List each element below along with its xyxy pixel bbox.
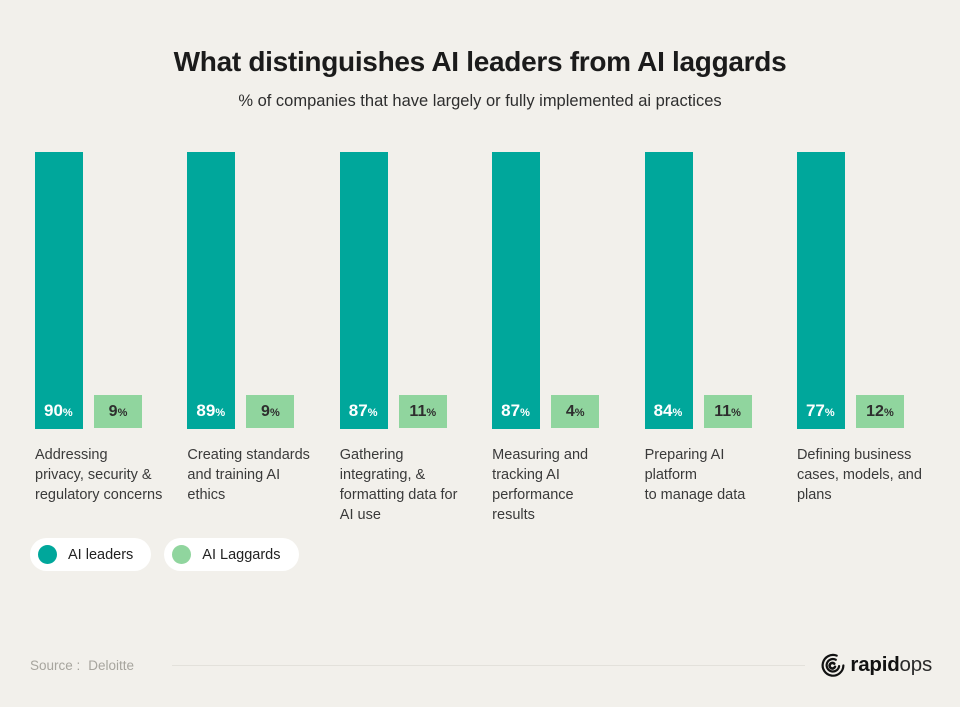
leader-dot-icon bbox=[38, 545, 57, 564]
category-label: Measuring and tracking AI performance re… bbox=[492, 447, 589, 523]
rapidops-logo: rapidops bbox=[819, 651, 932, 679]
laggard-dot-icon bbox=[172, 545, 192, 564]
chart-column-1: 90% 9% Addressing privacy, security & re… bbox=[35, 152, 187, 538]
percent-sign: % bbox=[672, 407, 683, 419]
category-label: Addressing privacy, security & regulator… bbox=[35, 447, 163, 503]
value-number: 90 bbox=[44, 401, 63, 420]
source-label: Source : bbox=[30, 657, 81, 673]
category-label: Gathering integrating, & formatting data… bbox=[339, 447, 458, 523]
brand-light: ops bbox=[899, 653, 933, 676]
brand-wordmark: rapidops bbox=[850, 653, 932, 677]
percent-sign: % bbox=[574, 406, 585, 419]
chart-column-5: 84% 11% Preparing AI platform to manage … bbox=[644, 152, 797, 538]
source-credit: Source : Deloitte bbox=[30, 658, 134, 673]
leader-bar: 89% bbox=[187, 152, 236, 429]
value-number: 84 bbox=[653, 401, 673, 420]
leader-bar: 84% bbox=[644, 152, 693, 429]
category-label: Preparing AI platform to manage data bbox=[644, 447, 746, 503]
laggard-value: 9% bbox=[109, 403, 128, 421]
laggard-value: 9% bbox=[261, 403, 280, 421]
leader-bar: 77% bbox=[796, 152, 845, 429]
laggard-bar: 4% bbox=[551, 395, 600, 428]
percent-sign: % bbox=[117, 406, 128, 419]
leader-value: 90% bbox=[44, 401, 73, 421]
bar-pair: 77% 12% bbox=[796, 152, 949, 429]
bar-pair: 84% 11% bbox=[644, 152, 797, 429]
percent-sign: % bbox=[883, 406, 894, 419]
page-subtitle: % of companies that have largely or full… bbox=[238, 92, 722, 110]
value-number: 4 bbox=[565, 402, 575, 420]
percent-sign: % bbox=[520, 407, 530, 419]
laggard-bar: 9% bbox=[94, 395, 142, 428]
category-label: Creating standards and training AI ethic… bbox=[187, 447, 310, 503]
percent-sign: % bbox=[426, 406, 437, 419]
source-value: Deloitte bbox=[88, 657, 135, 673]
percent-sign: % bbox=[215, 407, 226, 419]
laggard-bar: 9% bbox=[246, 395, 295, 428]
laggard-bar: 12% bbox=[855, 395, 904, 428]
laggard-value: 11% bbox=[714, 403, 741, 421]
footer: Source : Deloitte rapidops bbox=[0, 651, 960, 679]
bar-pair: 87% 4% bbox=[492, 152, 644, 429]
infographic-canvas: What distinguishes AI leaders from AI la… bbox=[0, 46, 960, 707]
laggard-value: 11% bbox=[409, 403, 436, 421]
chart-column-2: 89% 9% Creating standards and training A… bbox=[187, 152, 339, 538]
percent-sign: % bbox=[367, 407, 378, 419]
brand-bold: rapid bbox=[850, 653, 900, 676]
value-number: 77 bbox=[805, 401, 825, 420]
laggard-value: 4% bbox=[566, 403, 585, 421]
bar-pair: 87% 11% bbox=[339, 152, 492, 429]
value-number: 11 bbox=[409, 402, 427, 420]
leader-value: 87% bbox=[501, 401, 530, 421]
chart-legend: AI leaders AI Laggards bbox=[0, 538, 960, 571]
value-number: 87 bbox=[501, 401, 521, 420]
value-number: 89 bbox=[196, 401, 216, 420]
laggard-bar: 11% bbox=[398, 395, 447, 428]
value-number: 11 bbox=[714, 402, 732, 420]
legend-ai-leaders: AI leaders bbox=[30, 538, 152, 571]
chart-column-4: 87% 4% Measuring and tracking AI perform… bbox=[492, 152, 644, 538]
rapidops-swirl-icon bbox=[821, 653, 845, 677]
chart-column-3: 87% 11% Gathering integrating, & formatt… bbox=[339, 152, 492, 538]
leader-value: 87% bbox=[349, 401, 378, 421]
legend-label: AI Laggards bbox=[202, 546, 281, 563]
value-number: 9 bbox=[108, 402, 118, 420]
leader-value: 84% bbox=[654, 401, 683, 421]
chart-column-6: 77% 12% Defining business cases, models,… bbox=[796, 152, 949, 538]
percent-sign: % bbox=[731, 406, 741, 419]
legend-ai-laggards: AI Laggards bbox=[164, 538, 299, 571]
percent-sign: % bbox=[62, 407, 73, 419]
bar-pair: 90% 9% bbox=[35, 152, 187, 429]
value-number: 9 bbox=[261, 402, 270, 420]
legend-label: AI leaders bbox=[68, 546, 134, 563]
category-label: Defining business cases, models, and pla… bbox=[796, 447, 922, 503]
bar-pair: 89% 9% bbox=[187, 152, 339, 429]
laggard-value: 12% bbox=[866, 403, 894, 421]
value-number: 87 bbox=[348, 401, 368, 420]
value-number: 12 bbox=[866, 402, 884, 420]
leader-bar: 87% bbox=[492, 152, 541, 429]
leader-bar: 90% bbox=[35, 152, 83, 429]
laggard-bar: 11% bbox=[703, 395, 752, 428]
leader-bar: 87% bbox=[339, 152, 388, 429]
percent-sign: % bbox=[269, 406, 280, 419]
page-title: What distinguishes AI leaders from AI la… bbox=[173, 46, 787, 77]
leader-value: 89% bbox=[196, 401, 225, 421]
divider bbox=[172, 664, 806, 666]
percent-sign: % bbox=[824, 407, 835, 419]
leader-value: 77% bbox=[806, 401, 835, 421]
bar-chart: 90% 9% Addressing privacy, security & re… bbox=[0, 152, 960, 538]
